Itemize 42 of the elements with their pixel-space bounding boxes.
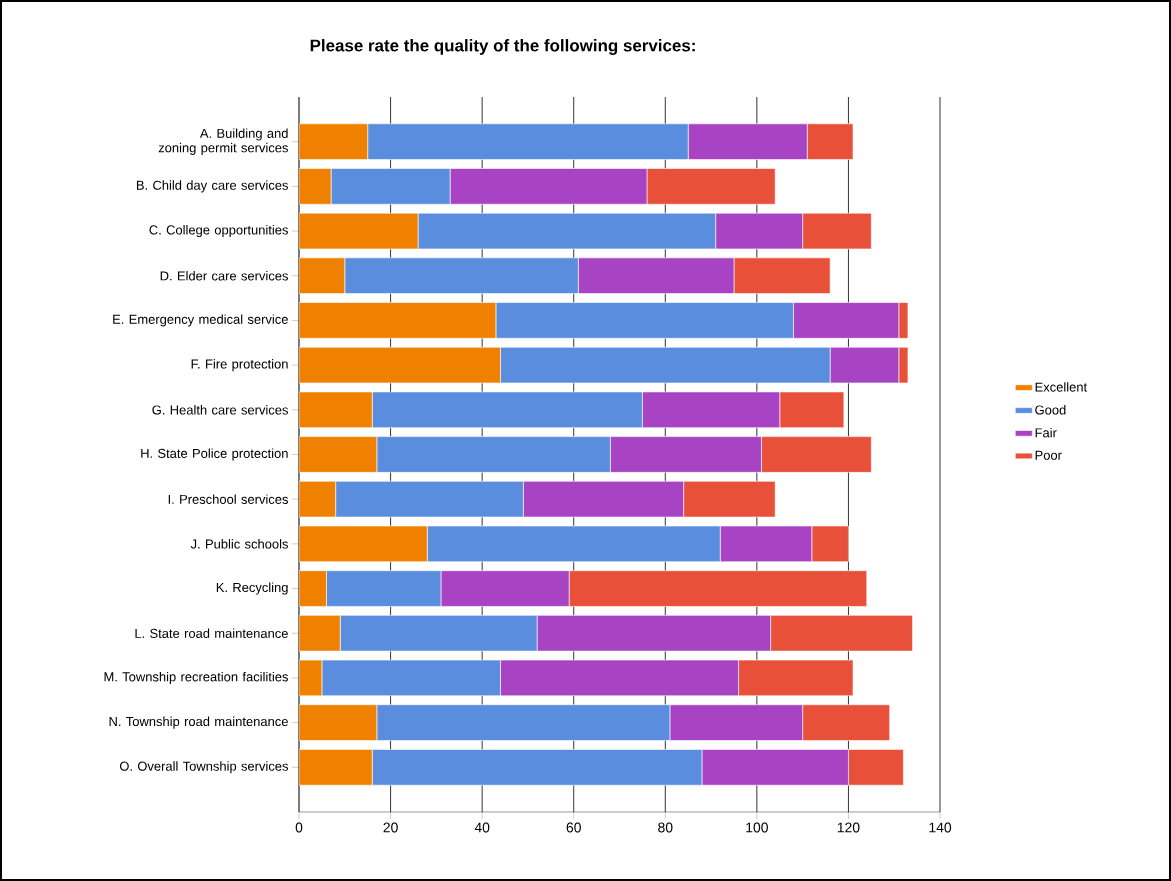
bar: [299, 481, 336, 518]
x-tick-label: 40: [474, 822, 490, 833]
y-tick-label: A. Building and zoning permit services: [158, 128, 288, 155]
x-tick-label: 20: [383, 822, 398, 833]
y-tick-label: H. State Police protection: [141, 448, 288, 461]
y-tick-label: O. Overall Township services: [119, 761, 289, 774]
y-tick-label: C. College opportunities: [149, 225, 288, 238]
y-tick-label: K. Recycling: [216, 582, 288, 595]
y-tick-label: F. Fire protection: [191, 359, 288, 372]
y-tick-label: G. Health care services: [152, 405, 288, 415]
legend-label: Poor: [1035, 450, 1062, 460]
chart-title: Please rate the quality of the following services:: [310, 39, 695, 55]
y-tick-label: M. Township recreation facilities: [104, 671, 288, 684]
y-tick-label: J. Public schools: [190, 539, 288, 549]
bar: [299, 570, 327, 607]
y-tick-label: D. Elder care services: [160, 270, 288, 281]
y-tick-label: E. Emergency medical service: [113, 314, 288, 327]
y-tick-label: L. State road maintenance: [135, 628, 288, 638]
bar: [299, 123, 368, 160]
legend-label: Fair: [1035, 427, 1057, 438]
bar: [299, 212, 419, 250]
x-tick-label: 100: [746, 822, 768, 833]
bar: [299, 436, 378, 473]
y-tick-label: B. Child day care services: [136, 180, 288, 193]
x-tick-label: 80: [658, 822, 673, 833]
x-tick-label: 60: [566, 822, 581, 833]
x-tick-label: 0: [295, 822, 303, 833]
legend-label: Excellent: [1035, 382, 1088, 392]
bar: [299, 525, 428, 563]
bar: [299, 346, 501, 384]
x-tick-label: 140: [929, 822, 952, 833]
bar: [299, 391, 373, 428]
bar: [299, 749, 373, 786]
bar: [299, 615, 341, 652]
legend-label: Good: [1035, 405, 1066, 415]
bar: [299, 704, 378, 741]
y-tick-label: I. Preschool services: [168, 494, 289, 504]
x-tick-label: 120: [837, 822, 860, 833]
y-tick-label: N. Township road maintenance: [109, 716, 288, 729]
bar: [299, 168, 332, 205]
bar: [299, 302, 497, 339]
bar: [299, 257, 346, 294]
